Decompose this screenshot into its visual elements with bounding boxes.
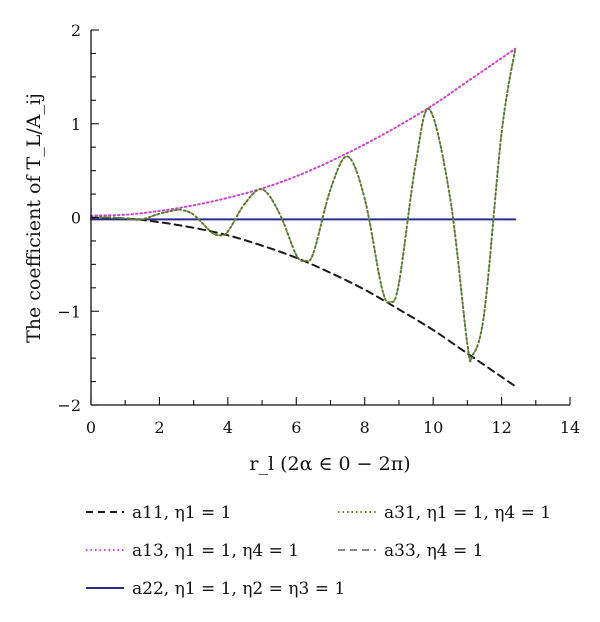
y-tick-label: 0 xyxy=(71,209,81,228)
x-tick-label: 10 xyxy=(423,418,443,437)
legend-item-a13: a13, η1 = 1, η4 = 1 xyxy=(86,541,299,561)
x-tick-label: 8 xyxy=(360,418,370,437)
x-axis-title: r_l (2α ∈ 0 − 2π) xyxy=(249,453,410,475)
legend-item-a22: a22, η1 = 1, η2 = η3 = 1 xyxy=(86,579,345,599)
legend-item-a31: a31, η1 = 1, η4 = 1 xyxy=(338,503,551,523)
legend-label-a33: a33, η4 = 1 xyxy=(384,541,483,561)
series-line-a31 xyxy=(90,47,517,363)
x-tick-label: 4 xyxy=(223,418,233,437)
y-axis-title: The coefficient of T_L/A_ij xyxy=(23,93,45,343)
y-tick-label: 1 xyxy=(71,115,81,134)
y-tick-label: −2 xyxy=(57,396,81,415)
legend-label-a31: a31, η1 = 1, η4 = 1 xyxy=(384,503,551,523)
legend-item-a33: a33, η4 = 1 xyxy=(338,541,483,561)
x-tick-label: 14 xyxy=(560,418,580,437)
legend-label-a13: a13, η1 = 1, η4 = 1 xyxy=(132,541,299,561)
y-tick-label: 2 xyxy=(71,21,81,40)
series-layer xyxy=(90,47,517,388)
legend-item-a11: a11, η1 = 1 xyxy=(86,503,231,523)
x-tick-label: 0 xyxy=(86,418,96,437)
legend-label-a22: a22, η1 = 1, η2 = η3 = 1 xyxy=(132,579,345,599)
legend: a11, η1 = 1 a31, η1 = 1, η4 = 1 a13, η1 … xyxy=(86,503,551,599)
series-line-a11 xyxy=(90,216,517,388)
x-tick-label: 6 xyxy=(291,418,301,437)
x-tick-label: 2 xyxy=(154,418,164,437)
x-tick-label: 12 xyxy=(491,418,511,437)
y-tick-label: −1 xyxy=(57,302,81,321)
legend-label-a11: a11, η1 = 1 xyxy=(132,503,231,523)
series-line-a13 xyxy=(90,47,517,217)
